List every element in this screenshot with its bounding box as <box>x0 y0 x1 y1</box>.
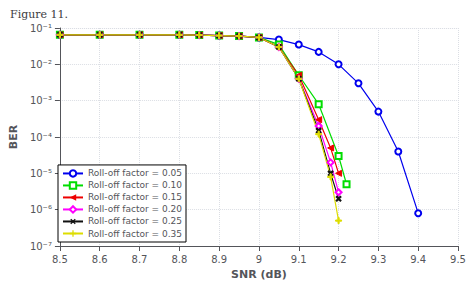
svg-text:9.4: 9.4 <box>410 254 426 265</box>
svg-text:Roll-off factor = 0.05: Roll-off factor = 0.05 <box>88 168 182 178</box>
svg-text:Roll-off factor = 0.25: Roll-off factor = 0.25 <box>88 216 182 226</box>
svg-text:8.9: 8.9 <box>211 254 227 265</box>
svg-text:Roll-off factor = 0.20: Roll-off factor = 0.20 <box>88 204 182 214</box>
svg-text:10⁻⁶: 10⁻⁶ <box>30 204 52 215</box>
svg-text:Figure 11.: Figure 11. <box>10 8 68 21</box>
svg-text:10⁻⁵: 10⁻⁵ <box>30 168 52 179</box>
svg-text:10⁻¹: 10⁻¹ <box>30 23 52 34</box>
svg-text:9.1: 9.1 <box>291 254 307 265</box>
svg-text:10⁻²: 10⁻² <box>30 59 52 70</box>
svg-text:SNR (dB): SNR (dB) <box>231 268 287 281</box>
svg-text:8.5: 8.5 <box>52 254 68 265</box>
svg-text:9: 9 <box>256 254 262 265</box>
svg-text:8.8: 8.8 <box>171 254 187 265</box>
svg-text:10⁻⁴: 10⁻⁴ <box>30 132 52 143</box>
svg-text:9.2: 9.2 <box>331 254 347 265</box>
svg-text:Roll-off factor = 0.10: Roll-off factor = 0.10 <box>88 180 182 190</box>
svg-text:9.5: 9.5 <box>450 254 466 265</box>
svg-text:Roll-off factor = 0.15: Roll-off factor = 0.15 <box>88 192 182 202</box>
svg-text:9.3: 9.3 <box>370 254 386 265</box>
svg-text:10⁻³: 10⁻³ <box>30 95 52 106</box>
svg-text:10⁻⁷: 10⁻⁷ <box>30 241 52 252</box>
svg-text:8.6: 8.6 <box>92 254 108 265</box>
svg-text:8.7: 8.7 <box>132 254 148 265</box>
svg-text:BER: BER <box>7 124 20 149</box>
svg-text:Roll-off factor = 0.35: Roll-off factor = 0.35 <box>88 229 182 239</box>
